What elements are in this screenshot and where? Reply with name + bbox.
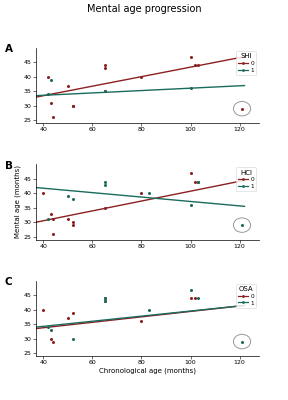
Legend: 0, 1: 0, 1 (236, 51, 256, 75)
Legend: 0, 1: 0, 1 (236, 284, 256, 308)
Legend: 0, 1: 0, 1 (236, 167, 256, 192)
Text: A: A (5, 44, 13, 54)
X-axis label: Chronological age (months): Chronological age (months) (99, 368, 196, 374)
Text: Mental age progression: Mental age progression (87, 4, 201, 14)
Y-axis label: Mental age (months): Mental age (months) (15, 166, 21, 238)
Text: B: B (5, 161, 13, 171)
Text: C: C (5, 277, 12, 287)
